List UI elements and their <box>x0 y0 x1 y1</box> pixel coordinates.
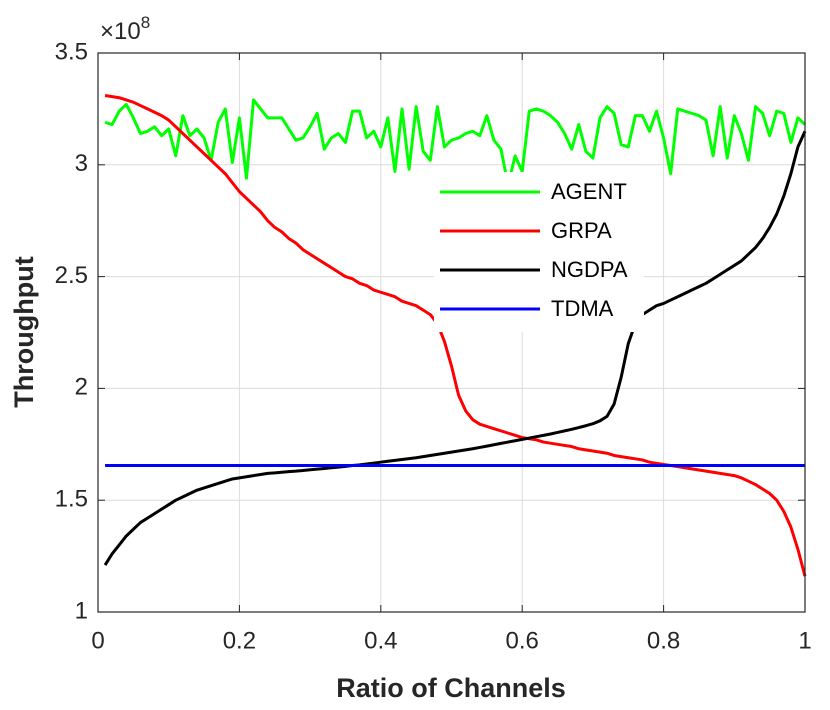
x-tick-label: 0.6 <box>506 627 539 654</box>
y-tick-label: 3.5 <box>55 38 88 65</box>
data-line <box>103 130 807 566</box>
y-exponent-power: 8 <box>141 13 150 32</box>
data-line <box>104 93 807 577</box>
data-line <box>104 98 807 187</box>
y-axis-label: Throughput <box>9 256 39 407</box>
x-tick-label: 0.8 <box>647 627 680 654</box>
y-tick-label: 1.5 <box>55 486 88 513</box>
y-tick-label: 2 <box>75 374 88 401</box>
x-tick-label: 0.2 <box>223 627 256 654</box>
y-tick-label: 3 <box>75 150 88 177</box>
legend-label: TDMA <box>551 296 614 321</box>
y-tick-label: 2.5 <box>55 262 88 289</box>
legend-label: AGENT <box>551 179 627 204</box>
x-tick-label: 0 <box>91 627 104 654</box>
y-tick-label: 1 <box>75 597 88 624</box>
legend-box <box>434 172 644 332</box>
y-exponent-base: ×10 <box>100 18 141 45</box>
x-tick-label: 0.4 <box>364 627 397 654</box>
legend: AGENT GRPA NGDPA TDMA <box>434 172 644 332</box>
x-tick-label: 1 <box>798 627 811 654</box>
x-axis-label: Ratio of Channels <box>336 673 566 703</box>
plot-frame <box>97 52 806 613</box>
y-exponent: ×108 <box>100 13 150 45</box>
legend-label: NGDPA <box>551 257 628 282</box>
legend-label: GRPA <box>551 218 612 243</box>
